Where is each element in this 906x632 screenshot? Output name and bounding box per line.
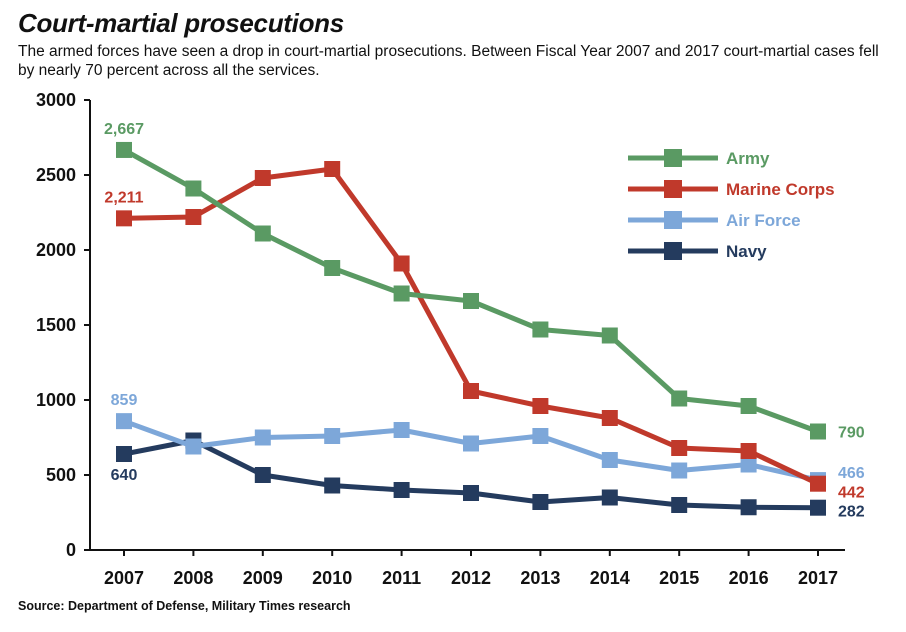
- legend-swatch-marker: [664, 149, 682, 167]
- y-tick-label: 0: [66, 540, 76, 560]
- data-point-air-force: [532, 428, 549, 444]
- legend-item-army: Army: [628, 149, 770, 168]
- legend-swatch-marker: [664, 211, 682, 229]
- legend: Army Marine Corps Air Force Navy: [628, 149, 835, 261]
- data-point-army: [463, 293, 479, 309]
- y-tick-label: 1000: [36, 390, 76, 410]
- data-point-navy: [671, 497, 688, 513]
- series-navy: [116, 432, 826, 516]
- data-point-navy: [393, 482, 410, 498]
- data-point-marine-corps: [740, 443, 757, 459]
- data-point-marine-corps: [393, 255, 410, 272]
- data-point-air-force: [671, 462, 688, 479]
- chart-subtitle: The armed forces have seen a drop in cou…: [18, 43, 879, 79]
- data-label-marine-corps: 2,211: [104, 189, 143, 206]
- data-point-marine-corps: [532, 398, 549, 414]
- legend-item-marine-corps: Marine Corps: [628, 180, 835, 199]
- legend-swatch-marker: [664, 180, 682, 198]
- data-point-marine-corps: [254, 170, 271, 186]
- data-point-air-force: [740, 456, 757, 473]
- data-point-air-force: [324, 428, 341, 444]
- chart-title: Court-martial prosecutions: [18, 8, 344, 38]
- data-point-air-force: [393, 422, 410, 438]
- data-point-marine-corps: [116, 210, 132, 227]
- data-label-air-force: 466: [838, 465, 865, 482]
- axes: 0 500 1000 1500 2000 2500 3000 2007 2008 2009 2010…: [36, 90, 845, 588]
- x-tick-label: 2017: [798, 568, 838, 588]
- data-point-air-force: [601, 452, 618, 468]
- legend-label: Marine Corps: [726, 180, 835, 199]
- data-point-navy: [532, 494, 549, 510]
- data-label-navy: 640: [111, 467, 138, 484]
- data-point-army: [393, 285, 410, 302]
- data-point-marine-corps: [463, 383, 479, 399]
- data-point-air-force: [463, 435, 479, 452]
- data-point-air-force: [254, 429, 271, 446]
- legend-label: Air Force: [726, 211, 801, 230]
- legend-label: Army: [726, 149, 770, 168]
- x-tick-label: 2010: [312, 568, 352, 588]
- source-note: Source: Department of Defense, Military …: [18, 599, 351, 613]
- y-tick-label: 3000: [36, 90, 76, 110]
- data-point-army: [254, 225, 271, 242]
- data-point-army: [185, 180, 202, 197]
- x-tick-label: 2007: [104, 568, 144, 588]
- data-label-marine-corps: 442: [838, 485, 865, 502]
- legend-item-navy: Navy: [628, 242, 767, 261]
- data-point-army: [324, 260, 341, 276]
- data-point-navy: [463, 485, 479, 501]
- data-point-marine-corps: [671, 440, 688, 456]
- data-point-air-force: [185, 438, 202, 455]
- y-tick-label: 2000: [36, 240, 76, 260]
- data-label-air-force: 859: [111, 392, 138, 409]
- y-tick-label: 2500: [36, 165, 76, 185]
- data-point-navy: [601, 489, 618, 506]
- data-point-navy: [740, 499, 757, 516]
- data-point-marine-corps: [324, 161, 341, 177]
- series-marine-corps: [116, 161, 826, 492]
- x-tick-label: 2016: [729, 568, 769, 588]
- data-point-army: [740, 398, 757, 414]
- data-point-marine-corps: [810, 475, 826, 492]
- data-point-army: [116, 141, 132, 158]
- data-point-navy: [254, 467, 271, 483]
- legend-item-air-force: Air Force: [628, 211, 801, 230]
- y-tick-label: 500: [46, 465, 76, 485]
- x-tick-label: 2013: [520, 568, 560, 588]
- data-label-navy: 282: [838, 504, 865, 521]
- legend-swatch-marker: [664, 242, 682, 260]
- data-point-navy: [324, 477, 341, 494]
- data-point-marine-corps: [185, 209, 202, 225]
- x-tick-label: 2015: [659, 568, 699, 588]
- x-tick-label: 2011: [382, 568, 421, 588]
- data-point-army: [810, 423, 826, 440]
- data-labels: 640 282 859 466 2,211 442 2,667 790: [104, 121, 865, 521]
- data-point-army: [671, 390, 688, 407]
- x-tick-label: 2009: [243, 568, 283, 588]
- data-point-navy: [810, 499, 826, 516]
- data-label-army: 2,667: [104, 121, 144, 138]
- data-point-army: [532, 321, 549, 338]
- data-point-army: [601, 327, 618, 344]
- x-tick-label: 2012: [451, 568, 491, 588]
- data-label-army: 790: [838, 425, 865, 442]
- data-point-marine-corps: [601, 410, 618, 426]
- x-tick-label: 2014: [590, 568, 630, 588]
- legend-label: Navy: [726, 242, 767, 261]
- y-tick-label: 1500: [36, 315, 76, 335]
- data-point-navy: [116, 446, 132, 462]
- x-tick-label: 2008: [173, 568, 213, 588]
- data-point-air-force: [116, 413, 132, 430]
- series-lines: [116, 141, 826, 516]
- series-army: [116, 141, 826, 440]
